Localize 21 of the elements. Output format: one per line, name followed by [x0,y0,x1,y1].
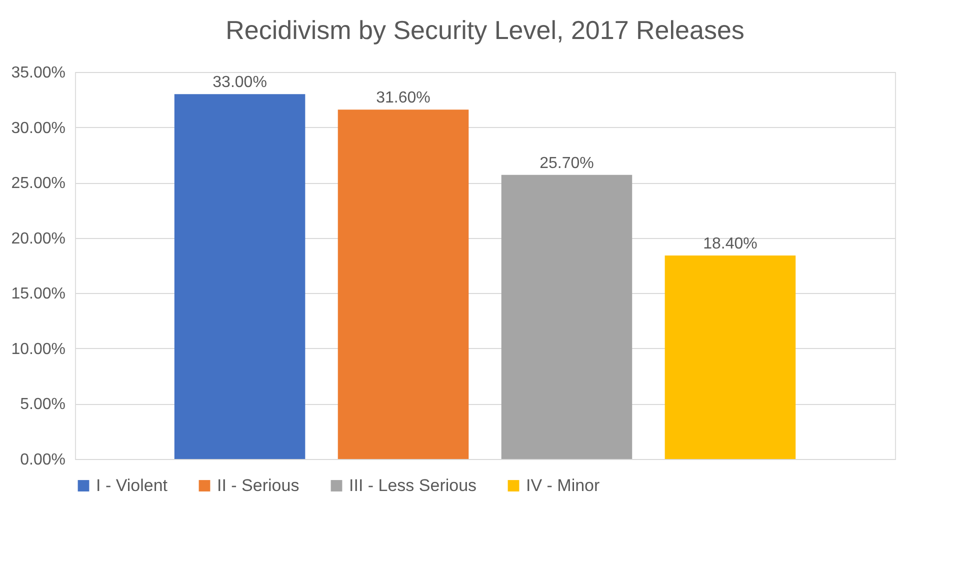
bar [664,256,796,459]
legend-label: IV - Minor [526,476,600,495]
y-tick-label: 35.00% [11,64,66,82]
data-label: 33.00% [212,74,267,92]
y-tick-label: 0.00% [20,452,66,468]
bar [338,110,469,459]
y-tick-label: 15.00% [11,286,66,303]
bar [501,174,632,459]
legend-label: I - Violent [96,476,168,495]
data-label: 31.60% [376,90,430,107]
y-tick-label: 10.00% [11,340,66,358]
y-tick-label: 25.00% [11,175,66,192]
data-label: 25.70% [540,154,594,172]
y-tick-label: 30.00% [11,120,66,137]
bar [174,94,306,459]
data-label: 18.40% [703,236,758,253]
y-tick-label: 5.00% [20,396,66,414]
chart-title: Recidivism by Security Level, 2017 Releases [226,15,744,45]
legend-label: II - Serious [217,476,300,495]
legend-label: III - Less Serious [349,476,477,495]
y-tick-label: 20.00% [11,230,66,248]
